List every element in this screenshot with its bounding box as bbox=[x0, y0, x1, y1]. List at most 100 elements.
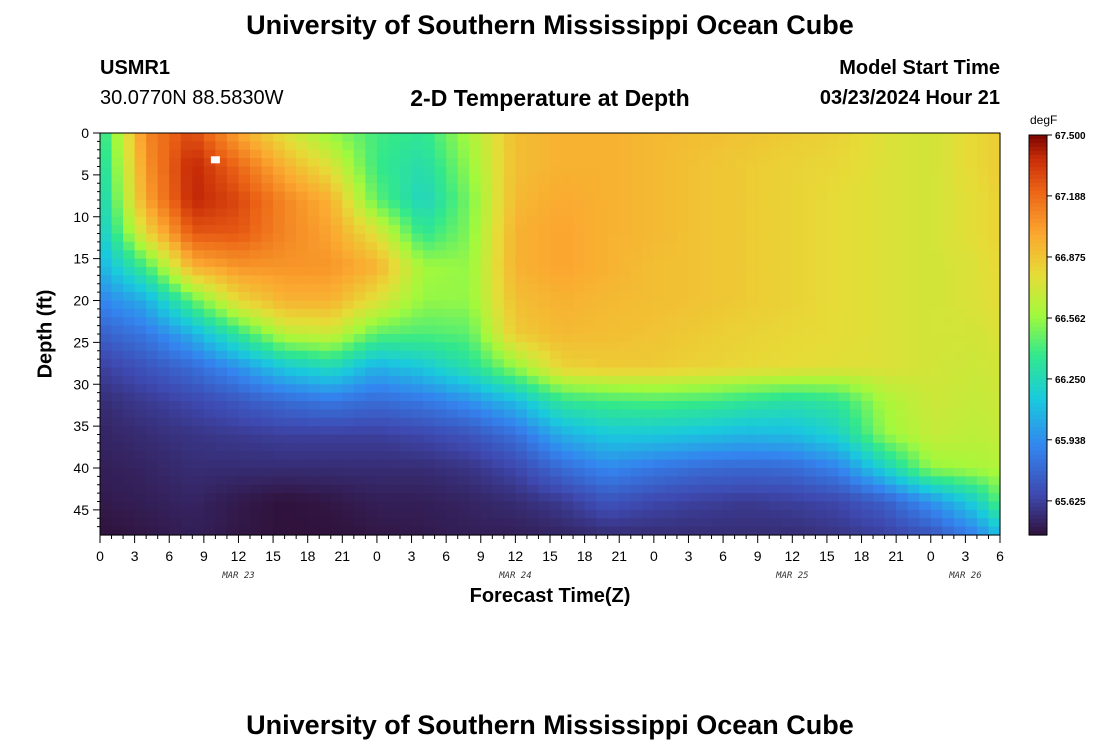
heatmap-cell bbox=[469, 300, 482, 310]
heatmap-cell bbox=[215, 451, 228, 461]
heatmap-cell bbox=[653, 233, 666, 243]
heatmap-cells bbox=[100, 133, 1001, 536]
heatmap-cell bbox=[803, 241, 816, 251]
heatmap-cell bbox=[296, 233, 309, 243]
heatmap-cell bbox=[619, 200, 632, 209]
heatmap-cell bbox=[838, 158, 851, 168]
heatmap-cell bbox=[630, 166, 643, 176]
colorbar-swatch bbox=[1029, 475, 1047, 480]
heatmap-cell bbox=[573, 283, 586, 293]
heatmap-cell bbox=[342, 342, 355, 352]
heatmap-cell bbox=[261, 300, 274, 310]
heatmap-cell bbox=[665, 267, 678, 276]
heatmap-cell bbox=[319, 367, 332, 377]
heatmap-cell bbox=[988, 158, 1001, 168]
heatmap-cell bbox=[942, 384, 955, 394]
heatmap-cell bbox=[273, 183, 286, 193]
heatmap-cell bbox=[676, 334, 690, 343]
heatmap-cell bbox=[307, 174, 320, 184]
heatmap-cell bbox=[215, 426, 228, 436]
heatmap-cell bbox=[411, 442, 424, 452]
heatmap-cell bbox=[953, 501, 966, 511]
heatmap-cell bbox=[388, 267, 401, 276]
heatmap-cell bbox=[111, 518, 124, 528]
heatmap-cell bbox=[965, 141, 978, 151]
heatmap-cell bbox=[884, 459, 897, 469]
heatmap-cell bbox=[215, 166, 228, 176]
heatmap-cell bbox=[423, 133, 436, 142]
heatmap-cell bbox=[261, 200, 274, 209]
heatmap-cell bbox=[411, 149, 424, 159]
heatmap-cell bbox=[665, 200, 678, 209]
heatmap-cell bbox=[365, 174, 378, 184]
heatmap-cell bbox=[376, 342, 390, 352]
heatmap-cell bbox=[434, 334, 447, 343]
heatmap-cell bbox=[215, 359, 228, 369]
heatmap-cell bbox=[723, 308, 736, 318]
heatmap-cell bbox=[907, 426, 920, 436]
x-tick-label: 3 bbox=[685, 548, 693, 564]
heatmap-cell bbox=[826, 166, 840, 176]
heatmap-cell bbox=[676, 267, 690, 276]
heatmap-cell bbox=[157, 367, 170, 377]
heatmap-cell bbox=[180, 158, 193, 168]
heatmap-cell bbox=[480, 392, 493, 402]
colorbar-swatch bbox=[1029, 511, 1047, 516]
heatmap-cell bbox=[746, 141, 759, 151]
heatmap-cell bbox=[976, 384, 990, 394]
heatmap-cell bbox=[411, 308, 424, 318]
heatmap-cell bbox=[446, 342, 459, 352]
heatmap-cell bbox=[388, 308, 401, 318]
heatmap-cell bbox=[250, 334, 263, 343]
heatmap-cell bbox=[573, 493, 586, 503]
heatmap-cell bbox=[284, 409, 297, 419]
heatmap-cell bbox=[296, 367, 309, 377]
heatmap-cell bbox=[284, 250, 297, 260]
heatmap-cell bbox=[480, 417, 493, 427]
heatmap-cell bbox=[861, 384, 874, 394]
heatmap-cell bbox=[584, 141, 597, 151]
heatmap-cell bbox=[861, 501, 874, 511]
heatmap-cell bbox=[307, 434, 320, 444]
heatmap-cell bbox=[515, 216, 528, 226]
heatmap-cell bbox=[792, 392, 805, 402]
heatmap-cell bbox=[930, 401, 943, 410]
heatmap-cell bbox=[688, 325, 701, 335]
heatmap-cell bbox=[838, 526, 851, 536]
heatmap-cell bbox=[803, 149, 816, 159]
heatmap-cell bbox=[561, 292, 574, 302]
heatmap-cell bbox=[642, 133, 655, 142]
heatmap-cell bbox=[792, 233, 805, 243]
heatmap-cell bbox=[388, 174, 401, 184]
heatmap-cell bbox=[676, 308, 690, 318]
heatmap-cell bbox=[653, 166, 666, 176]
heatmap-cell bbox=[526, 208, 540, 218]
heatmap-cell bbox=[965, 375, 978, 385]
heatmap-cell bbox=[734, 200, 747, 209]
heatmap-cell bbox=[446, 501, 459, 511]
heatmap-cell bbox=[296, 426, 309, 436]
heatmap-cell bbox=[250, 493, 263, 503]
heatmap-cell bbox=[619, 417, 632, 427]
heatmap-cell bbox=[203, 225, 216, 235]
heatmap-cell bbox=[815, 275, 828, 285]
heatmap-cell bbox=[596, 501, 609, 511]
heatmap-cell bbox=[411, 292, 424, 302]
heatmap-cell bbox=[215, 350, 228, 360]
heatmap-cell bbox=[515, 334, 528, 343]
heatmap-cell bbox=[492, 233, 505, 243]
heatmap-cell bbox=[630, 342, 643, 352]
heatmap-cell bbox=[307, 342, 320, 352]
heatmap-cell bbox=[446, 401, 459, 410]
heatmap-cell bbox=[711, 283, 724, 293]
heatmap-cell bbox=[665, 166, 678, 176]
heatmap-cell bbox=[976, 451, 990, 461]
heatmap-cell bbox=[630, 409, 643, 419]
heatmap-cell bbox=[988, 493, 1001, 503]
heatmap-cell bbox=[769, 241, 782, 251]
heatmap-cell bbox=[180, 518, 193, 528]
heatmap-cell bbox=[619, 384, 632, 394]
heatmap-cell bbox=[273, 342, 286, 352]
heatmap-cell bbox=[526, 367, 540, 377]
heatmap-cell bbox=[388, 250, 401, 260]
